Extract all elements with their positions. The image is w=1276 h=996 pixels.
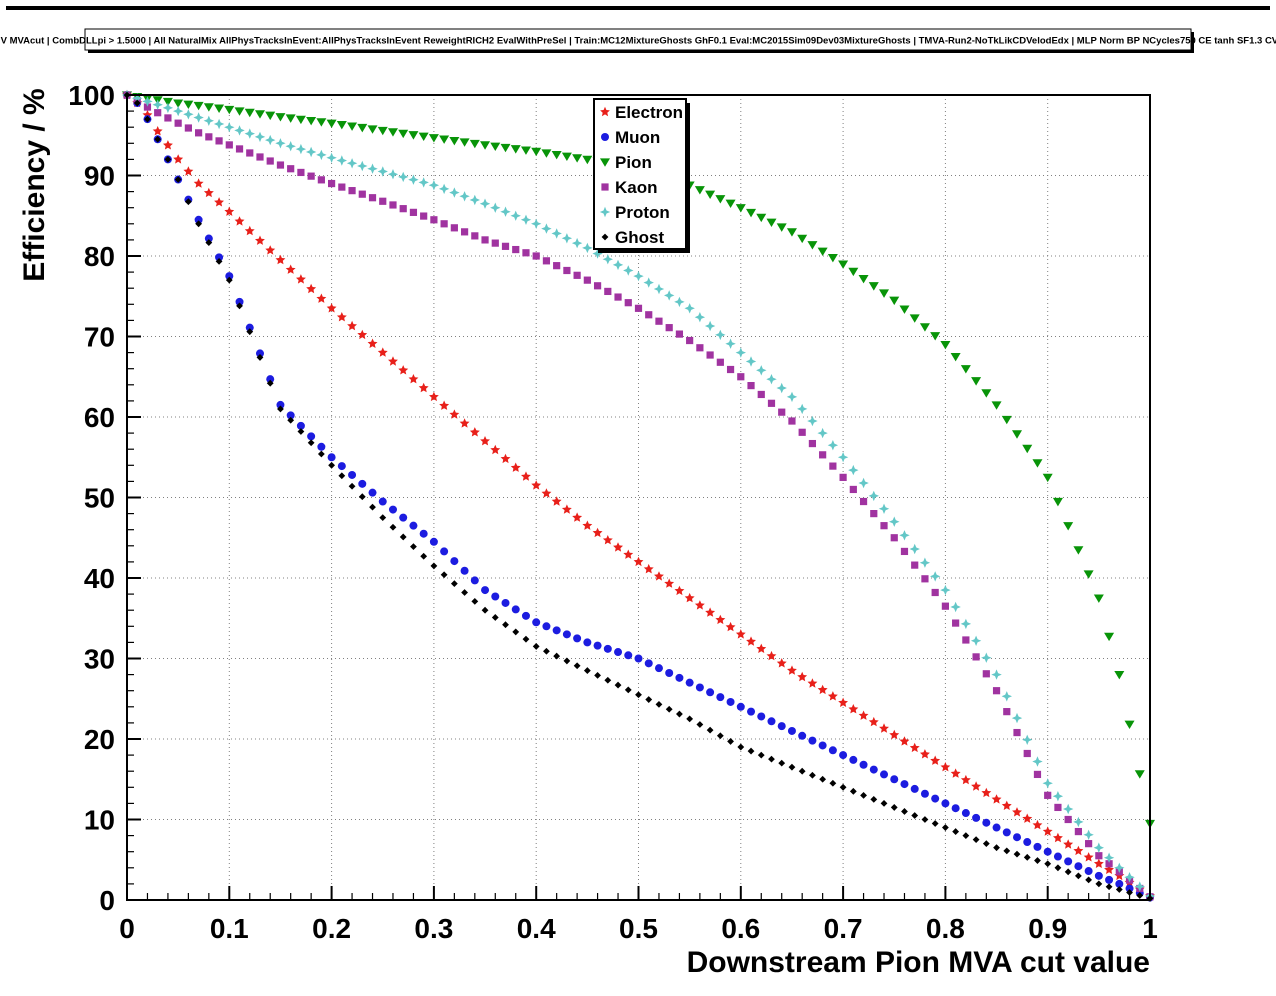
series-kaon [123,91,1154,901]
y-tick-label-10: 10 [84,805,115,836]
legend-label-pion: Pion [615,153,652,172]
legend-marker-kaon-icon [601,183,609,191]
legend-marker-ghost-icon [601,233,609,241]
x-tick-label-0.5: 0.5 [619,913,658,944]
legend-label-electron: Electron [615,103,683,122]
series-markers [121,89,1156,902]
y-axis-title: Efficiency / % [18,88,51,281]
y-tick-label-30: 30 [84,644,115,675]
series-electron [122,89,1155,901]
title-box-frame [84,28,1192,51]
axis-ticks [126,94,1151,901]
y-tick-label-90: 90 [84,161,115,192]
legend-marker-electron-icon [600,106,610,117]
y-tick-label-100: 100 [68,80,115,111]
y-tick-label-40: 40 [84,563,115,594]
axis-tick-labels: 0 10 20 30 40 50 60 70 80 90 100 0 0.1 0.2 0.3 0.4 0.5 0.… [68,80,1158,944]
legend-label-ghost: Ghost [615,228,664,247]
canvas-top-border [6,6,1270,10]
x-tick-label-1: 1 [1142,913,1158,944]
series-proton [121,89,1156,902]
x-tick-label-0: 0 [119,913,135,944]
legend-marker-proton-icon [599,206,611,218]
x-tick-label-0.2: 0.2 [312,913,351,944]
x-tick-label-0.7: 0.7 [824,913,863,944]
legend: Electron Muon Pion Kaon Proton Ghost [593,98,690,253]
x-axis-title: Downstream Pion MVA cut value [687,946,1150,979]
legend-marker-muon-icon [601,133,609,141]
x-tick-label-0.1: 0.1 [210,913,249,944]
series-ghost [123,91,1154,902]
x-tick-label-0.8: 0.8 [926,913,965,944]
chart-title: Downstream Pion Eff. V MVAcut | CombDLLp… [0,36,1276,47]
y-tick-label-80: 80 [84,241,115,272]
y-tick-label-0: 0 [99,885,115,916]
x-tick-label-0.9: 0.9 [1028,913,1067,944]
legend-label-kaon: Kaon [615,178,658,197]
x-tick-label-0.4: 0.4 [517,913,556,944]
title-box: Downstream Pion Eff. V MVAcut | CombDLLp… [0,28,1276,53]
series-pion [122,91,1155,829]
y-tick-label-60: 60 [84,402,115,433]
x-tick-label-0.3: 0.3 [414,913,453,944]
legend-label-proton: Proton [615,203,670,222]
series-muon [123,91,1154,902]
y-tick-label-50: 50 [84,483,115,514]
y-tick-label-20: 20 [84,724,115,755]
legend-marker-pion-icon [600,158,610,167]
legend-label-muon: Muon [615,128,660,147]
legend-frame [593,98,687,250]
x-tick-label-0.6: 0.6 [721,913,760,944]
plot-generated-content: 0 10 20 30 40 50 60 70 80 90 100 0 0.1 0.2 0.3 0.4 0.5 0.… [68,80,1158,944]
y-tick-label-70: 70 [84,322,115,353]
